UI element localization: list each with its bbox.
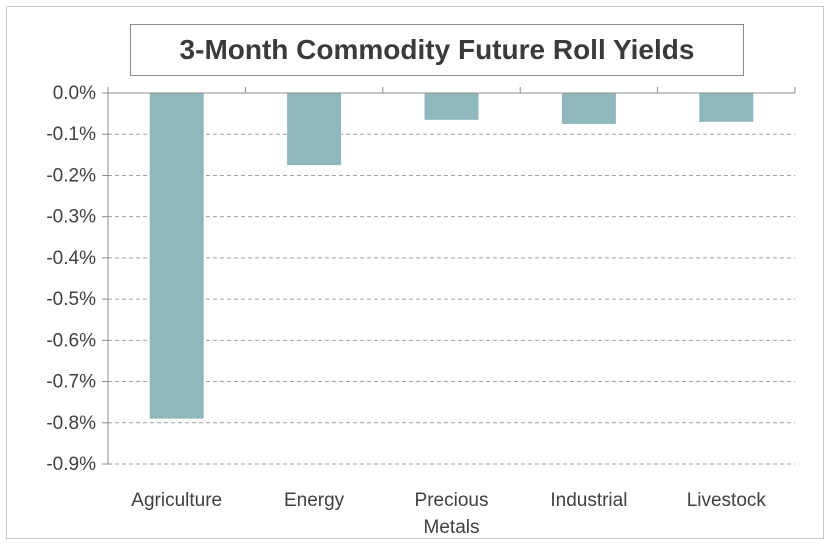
x-tick-label: Agriculture — [131, 490, 222, 511]
bar — [287, 93, 342, 166]
y-tick-label: -0.2% — [46, 165, 96, 186]
bar — [561, 93, 616, 124]
y-tick-label: -0.1% — [46, 124, 96, 145]
x-tick-label: Metals — [424, 517, 480, 538]
x-tick-label: Livestock — [687, 490, 767, 511]
bars — [149, 93, 754, 419]
x-tick-label: Energy — [284, 490, 345, 511]
bar — [424, 93, 479, 120]
y-tick-label: -0.8% — [46, 413, 96, 434]
y-tick-label: -0.5% — [46, 289, 96, 310]
axes — [102, 87, 796, 465]
y-tick-label: -0.3% — [46, 207, 96, 228]
y-tick-label: -0.6% — [46, 330, 96, 351]
x-tick-label: Precious — [415, 490, 489, 511]
bar — [699, 93, 754, 122]
y-tick-label: -0.4% — [46, 248, 96, 269]
bar — [149, 93, 204, 419]
gridlines — [108, 133, 795, 465]
y-tick-label: 0.0% — [53, 83, 96, 104]
y-tick-label: -0.9% — [46, 454, 96, 475]
category-labels: Agriculture Energy Precious Metals Industria… — [131, 490, 766, 538]
y-tick-label: -0.7% — [46, 372, 96, 393]
x-tick-label: Industrial — [550, 490, 627, 511]
chart-frame — [6, 6, 824, 539]
chart-title: 3-Month Commodity Future Roll Yields — [130, 24, 744, 76]
y-tick-labels: 0.0% -0.1% -0.2% -0.3% -0.4% -0.5% -0.6% -0.7% -… — [46, 83, 96, 475]
